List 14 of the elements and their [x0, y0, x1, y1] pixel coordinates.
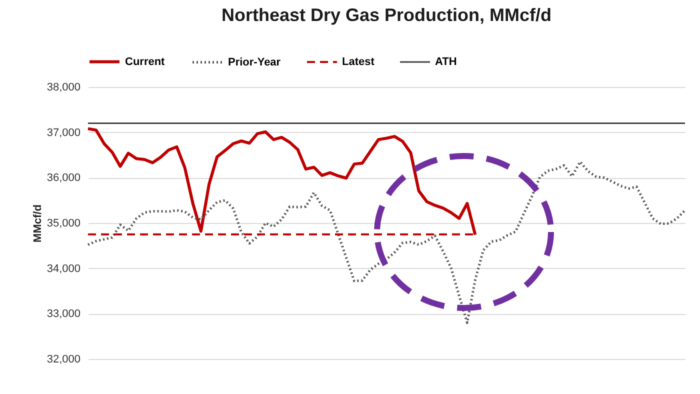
line-series	[86, 160, 686, 324]
legend-label: Current	[125, 56, 166, 68]
chart-title: Northeast Dry Gas Production, MMcf/d	[221, 5, 552, 25]
legend-label: Latest	[342, 56, 375, 68]
legend-label: ATH	[435, 56, 457, 68]
y-tick-label: 34,000	[46, 262, 80, 275]
legend-label: Prior-Year	[228, 56, 282, 68]
y-tick-label: 36,000	[46, 172, 80, 184]
y-tick-label: 33,000	[46, 308, 80, 320]
y-tick-label: 32,000	[46, 354, 80, 366]
y-tick-label: 37,000	[46, 126, 80, 139]
y-tick-label: 35,000	[46, 218, 80, 230]
y-axis-title: MMcf/d	[32, 204, 44, 242]
y-tick-label: 38,000	[46, 82, 80, 94]
